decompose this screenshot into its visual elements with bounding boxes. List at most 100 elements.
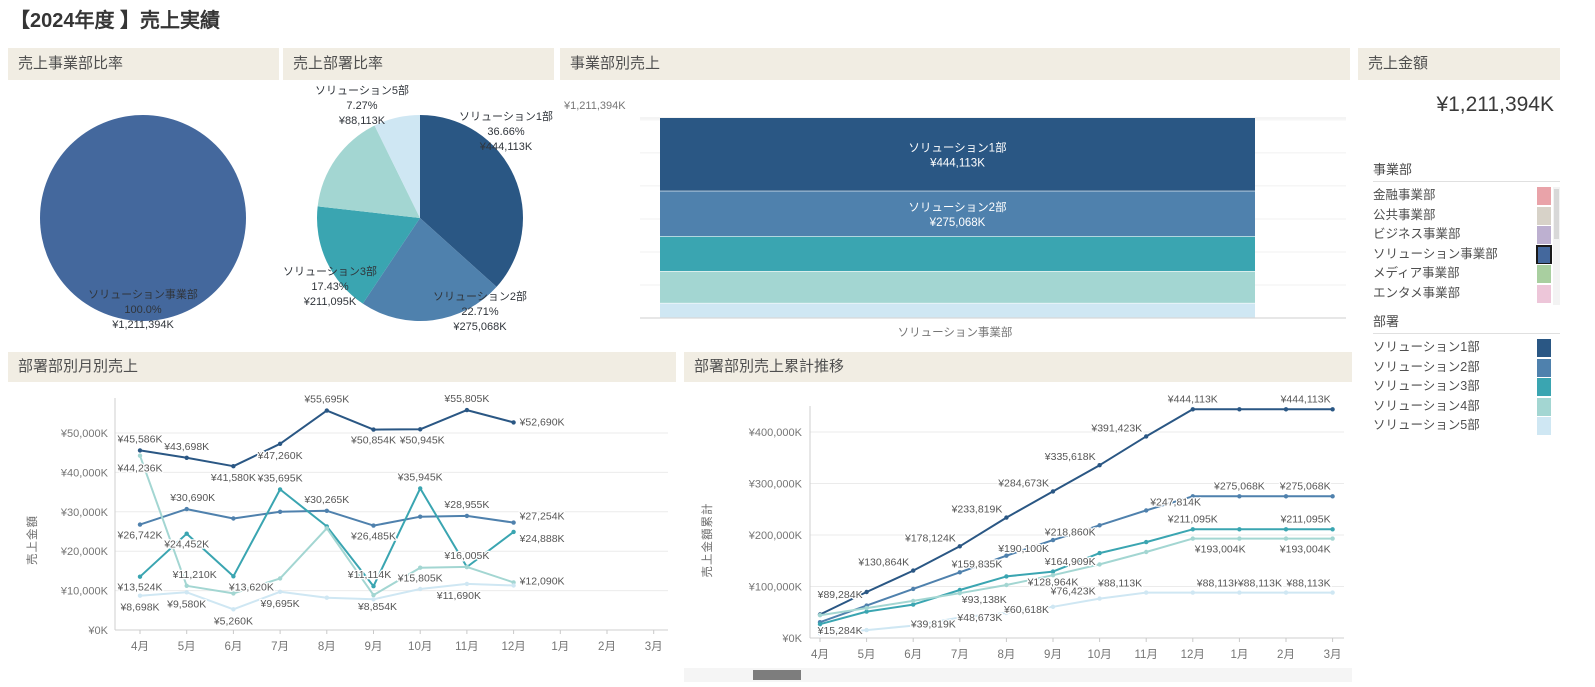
- svg-text:¥24,888K: ¥24,888K: [519, 533, 565, 545]
- svg-text:¥211,095K: ¥211,095K: [1280, 513, 1331, 525]
- legend-item[interactable]: ソリューション3部: [1373, 377, 1560, 397]
- legend-color-swatch[interactable]: [1537, 397, 1551, 416]
- svg-text:¥26,742K: ¥26,742K: [117, 530, 163, 542]
- cumulative-sales-line-chart[interactable]: ¥0K ¥100,000K ¥200,000K ¥300,000K ¥400,000K 4…: [684, 382, 1352, 678]
- svg-text:¥50,854K: ¥50,854K: [350, 435, 396, 447]
- svg-text:¥159,835K: ¥159,835K: [951, 559, 1003, 571]
- svg-text:¥100,000K: ¥100,000K: [748, 582, 803, 594]
- svg-text:¥130,864K: ¥130,864K: [857, 557, 909, 569]
- svg-text:¥391,423K: ¥391,423K: [1090, 422, 1142, 434]
- svg-text:3月: 3月: [1324, 649, 1342, 661]
- cumulative-y-axis-title: 売上金額累計: [702, 502, 714, 578]
- svg-text:5月: 5月: [858, 649, 876, 661]
- svg-text:¥247,814K: ¥247,814K: [1149, 496, 1201, 508]
- color-swatch[interactable]: [1537, 265, 1551, 283]
- color-swatch[interactable]: [1537, 226, 1551, 244]
- svg-text:¥11,210K: ¥11,210K: [172, 569, 217, 581]
- svg-text:¥5,260K: ¥5,260K: [213, 615, 253, 627]
- svg-text:¥164,909K: ¥164,909K: [1044, 556, 1096, 568]
- division-filter-item[interactable]: エンタメ事業部: [1373, 284, 1560, 304]
- svg-text:¥39,819K: ¥39,819K: [910, 619, 956, 631]
- svg-text:10月: 10月: [1087, 649, 1111, 661]
- svg-text:6月: 6月: [224, 641, 242, 653]
- division-filter-item[interactable]: メディア事業部: [1373, 264, 1560, 284]
- legend-color-swatch[interactable]: [1537, 378, 1551, 396]
- svg-text:¥30,000K: ¥30,000K: [60, 507, 109, 519]
- filter-scrollbar: [1553, 187, 1560, 305]
- color-swatch-selected[interactable]: [1536, 244, 1552, 264]
- svg-text:2月: 2月: [598, 641, 616, 653]
- svg-text:11月: 11月: [1134, 649, 1157, 661]
- division-filter-item[interactable]: ビジネス事業部: [1373, 225, 1560, 245]
- svg-text:¥200,000K: ¥200,000K: [748, 530, 803, 542]
- legend-color-swatch[interactable]: [1537, 358, 1551, 377]
- color-swatch[interactable]: [1537, 284, 1551, 303]
- department-pie-chart[interactable]: [283, 80, 554, 348]
- panel-cumulative-sales: 部署部別売上累計推移 ¥0K ¥100,000K ¥200,000K ¥300,000…: [684, 352, 1352, 678]
- svg-text:¥275,068K: ¥275,068K: [1213, 480, 1265, 492]
- svg-text:¥0K: ¥0K: [87, 625, 108, 637]
- filter-scrollbar-thumb[interactable]: [1554, 189, 1559, 239]
- svg-text:¥41,580K: ¥41,580K: [210, 472, 256, 484]
- svg-text:¥444,113K: ¥444,113K: [1167, 393, 1218, 405]
- svg-text:¥93,138K: ¥93,138K: [961, 594, 1007, 606]
- svg-text:¥211,095K: ¥211,095K: [1167, 513, 1218, 525]
- svg-text:¥9,695K: ¥9,695K: [260, 598, 300, 610]
- monthly-sales-line-chart[interactable]: ¥0K ¥10,000K ¥20,000K ¥30,000K ¥40,000K ¥50,0…: [8, 382, 676, 678]
- svg-text:¥44,236K: ¥44,236K: [117, 463, 163, 475]
- svg-text:¥193,004K: ¥193,004K: [1279, 544, 1331, 556]
- svg-text:¥40,000K: ¥40,000K: [60, 467, 109, 479]
- svg-text:¥400,000K: ¥400,000K: [748, 427, 803, 439]
- division-filter-label: 事業部: [1373, 160, 1560, 182]
- panel-title-cumulative-sales: 部署部別売上累計推移: [684, 352, 1352, 382]
- division-filter-item[interactable]: 金融事業部: [1373, 186, 1560, 206]
- division-filter-item-selected[interactable]: ソリューション事業部: [1373, 244, 1560, 264]
- svg-text:¥24,452K: ¥24,452K: [163, 539, 209, 551]
- svg-text:8月: 8月: [997, 649, 1015, 661]
- bar-ymax-label: ¥1,211,394K: [564, 100, 626, 112]
- legend-item[interactable]: ソリューション2部: [1373, 358, 1560, 378]
- svg-text:ソリューション2部: ソリューション2部: [908, 200, 1006, 214]
- svg-text:11月: 11月: [455, 641, 478, 653]
- svg-text:¥76,423K: ¥76,423K: [1050, 586, 1096, 598]
- svg-text:¥28,955K: ¥28,955K: [443, 499, 489, 511]
- svg-text:¥89,284K: ¥89,284K: [817, 589, 863, 601]
- svg-text:¥300,000K: ¥300,000K: [748, 479, 803, 491]
- svg-text:¥218,860K: ¥218,860K: [1044, 526, 1096, 538]
- bar-category-label: ソリューション事業部: [897, 327, 1013, 339]
- division-stacked-bar-chart[interactable]: ソリューション2部 ¥275,068K ソリューション1部 ¥444,113K: [560, 80, 1350, 348]
- legend-item[interactable]: ソリューション5部: [1373, 416, 1560, 436]
- svg-text:¥15,805K: ¥15,805K: [397, 573, 443, 585]
- svg-text:8月: 8月: [318, 641, 336, 653]
- legend-color-swatch[interactable]: [1537, 339, 1551, 357]
- division-filter-item[interactable]: 公共事業部: [1373, 206, 1560, 226]
- svg-text:10月: 10月: [408, 641, 432, 653]
- panel-sales-dept-ratio: 売上部署比率 ソリューション5部 7.27% ¥88,113K ソリューション1…: [283, 48, 554, 348]
- panel-title-sales-by-division: 事業部別売上: [560, 48, 1350, 80]
- color-swatch[interactable]: [1537, 206, 1551, 225]
- svg-text:¥178,124K: ¥178,124K: [904, 532, 956, 544]
- svg-text:¥13,524K: ¥13,524K: [117, 582, 163, 594]
- svg-text:2月: 2月: [1277, 649, 1295, 661]
- svg-text:¥128,964K: ¥128,964K: [1027, 577, 1079, 589]
- svg-text:¥0K: ¥0K: [781, 633, 802, 645]
- department-legend: 部署 ソリューション1部 ソリューション2部 ソリューション3部 ソリューション…: [1373, 312, 1560, 436]
- svg-text:6月: 6月: [904, 649, 922, 661]
- svg-text:¥27,254K: ¥27,254K: [519, 511, 565, 523]
- svg-text:¥30,690K: ¥30,690K: [169, 492, 215, 504]
- svg-text:¥26,485K: ¥26,485K: [350, 531, 396, 543]
- division-pie-chart[interactable]: [8, 80, 279, 348]
- color-swatch[interactable]: [1537, 187, 1551, 205]
- legend-item[interactable]: ソリューション4部: [1373, 397, 1560, 417]
- horizontal-scrollbar-thumb[interactable]: [753, 670, 801, 680]
- svg-text:¥30,265K: ¥30,265K: [303, 494, 349, 506]
- horizontal-scrollbar: [684, 668, 1352, 682]
- legend-color-swatch[interactable]: [1537, 417, 1551, 435]
- svg-text:¥275,068K: ¥275,068K: [929, 217, 986, 229]
- svg-text:¥11,114K: ¥11,114K: [347, 569, 391, 581]
- svg-text:12月: 12月: [501, 641, 525, 653]
- svg-text:4月: 4月: [811, 649, 829, 661]
- legend-item[interactable]: ソリューション1部: [1373, 338, 1560, 358]
- svg-text:7月: 7月: [951, 649, 969, 661]
